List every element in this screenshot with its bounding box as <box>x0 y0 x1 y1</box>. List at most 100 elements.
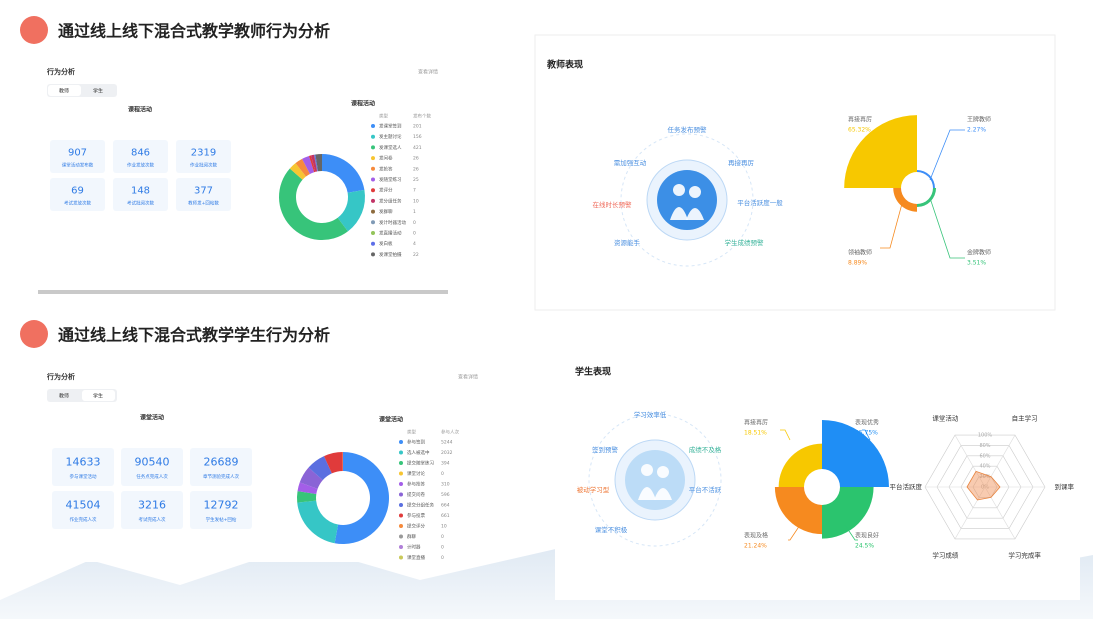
tag-label: 学生成绩预警 <box>725 238 765 247</box>
legend-dot <box>371 167 375 171</box>
icon-bg <box>657 170 717 230</box>
radar-axis-label: 平台活跃度 <box>890 482 923 491</box>
stat-value: 907 <box>68 148 87 159</box>
stat-value: 148 <box>131 186 150 197</box>
stat-label: 学生发帖+回帖 <box>206 516 237 523</box>
segment-name: 领袖教师 <box>848 249 872 257</box>
legend-dot <box>399 451 403 455</box>
legend-value: 10 <box>441 524 447 530</box>
tag-label: 平台不活跃 <box>689 485 722 494</box>
legend-value: 2032 <box>441 450 453 456</box>
legend-header: 发布个数 <box>413 113 431 120</box>
legend-name: 参与抢答 <box>407 481 425 488</box>
segment-value: 35.75% <box>855 430 878 437</box>
radar-tick-label: 80% <box>979 443 990 449</box>
legend-dot <box>399 493 403 497</box>
legend-dot <box>371 242 375 246</box>
legend-value: 156 <box>413 134 422 140</box>
legend-value: 596 <box>441 492 450 498</box>
section-title: 通过线上线下混合式教学教师行为分析 <box>58 22 330 41</box>
stat-label: 参与课堂活动 <box>70 473 97 480</box>
segment-name: 金牌教师 <box>967 249 991 257</box>
legend-dot <box>399 482 403 486</box>
scrollbar <box>38 290 448 294</box>
segment-value: 65.32% <box>848 127 871 134</box>
tag-label: 平台活跃度一般 <box>737 198 783 207</box>
legend-value: 661 <box>441 513 450 519</box>
legend-name: 选人被选中 <box>407 449 430 456</box>
legend-value: 4 <box>413 241 416 247</box>
radar-axis-label: 学习成绩 <box>932 551 959 560</box>
tag-label: 需加强互动 <box>614 158 647 167</box>
legend-name: 参与签到 <box>407 439 425 446</box>
segment-name: 表现及格 <box>744 532 768 540</box>
legend-dot <box>371 178 375 182</box>
title-dot <box>20 320 48 348</box>
legend-name: 发分组任务 <box>379 197 402 204</box>
legend-name: 发课堂选人 <box>379 144 402 151</box>
legend-name: 发课堂签到 <box>379 123 402 130</box>
legend-value: 26 <box>413 156 419 162</box>
legend-header: 类型 <box>379 113 388 120</box>
stat-value: 41504 <box>66 498 101 511</box>
stat-label: 考试发放次数 <box>64 199 91 206</box>
legend-dot <box>399 503 403 507</box>
stat-label: 教师发+回帖数 <box>188 199 219 206</box>
section-heading: 课程活动 <box>128 106 152 114</box>
tab-label: 学生 <box>93 393 103 400</box>
segment-name: 表现良好 <box>855 532 879 540</box>
segment-name: 表现优秀 <box>855 419 879 427</box>
legend-name: 发抢答 <box>379 165 393 172</box>
legend-name: 课堂讨论 <box>407 470 425 477</box>
legend-value: 0 <box>441 545 444 551</box>
legend-name: 提交评分 <box>407 523 425 530</box>
stat-value: 14633 <box>66 455 101 468</box>
legend-dot <box>399 535 403 539</box>
detail-link: 查看详情 <box>418 69 438 76</box>
segment-name: 王牌教师 <box>967 116 991 124</box>
legend-name: 发随堂练习 <box>379 176 402 183</box>
icon-bg <box>625 450 685 510</box>
legend-value: 664 <box>441 503 450 509</box>
tag-label: 签到预警 <box>592 445 619 454</box>
legend-header: 类型 <box>407 429 416 436</box>
legend-dot <box>399 440 403 444</box>
legend-value: 0 <box>413 231 416 237</box>
legend-dot <box>399 514 403 518</box>
legend-dot <box>399 556 403 560</box>
legend-dot <box>371 135 375 139</box>
legend-header: 参与人次 <box>441 429 459 436</box>
legend-value: 0 <box>441 534 444 540</box>
stat-value: 846 <box>131 148 150 159</box>
legend-value: 5244 <box>441 440 453 446</box>
radar-tick-label: 40% <box>979 464 990 470</box>
legend-name: 计时器 <box>407 544 421 551</box>
stat-value: 377 <box>194 186 213 197</box>
legend-value: 394 <box>441 461 450 467</box>
tag-label: 学习效率低 <box>634 410 667 419</box>
legend-dot <box>399 524 403 528</box>
legend-value: 0 <box>441 555 444 561</box>
card-heading: 教师表现 <box>546 59 583 71</box>
radar-axis-label: 自主学习 <box>1012 413 1038 422</box>
tab-label: 教师 <box>59 88 69 95</box>
stat-label: 作业完成人次 <box>70 516 97 523</box>
panel-heading: 行为分析 <box>46 372 75 381</box>
icon-head <box>689 186 701 198</box>
tag-label: 被动学习型 <box>577 485 610 494</box>
tag-label: 成绩不及格 <box>689 445 722 454</box>
legend-name: 发问卷 <box>379 155 393 162</box>
legend-name: 提交随堂练习 <box>407 460 434 467</box>
legend-name: 发课堂拍摄 <box>379 251 402 258</box>
legend-value: 22 <box>413 252 419 258</box>
tag-label: 在线时长预警 <box>593 200 633 209</box>
legend-dot <box>399 545 403 549</box>
stat-label: 课堂活动发布数 <box>62 161 94 168</box>
stat-label: 考试批阅次数 <box>127 199 154 206</box>
legend-dot <box>371 156 375 160</box>
legend-value: 0 <box>441 471 444 477</box>
stat-value: 3216 <box>138 498 166 511</box>
tag-label: 任务发布预警 <box>668 125 708 134</box>
legend-dot <box>371 188 375 192</box>
legend-value: 10 <box>413 198 419 204</box>
